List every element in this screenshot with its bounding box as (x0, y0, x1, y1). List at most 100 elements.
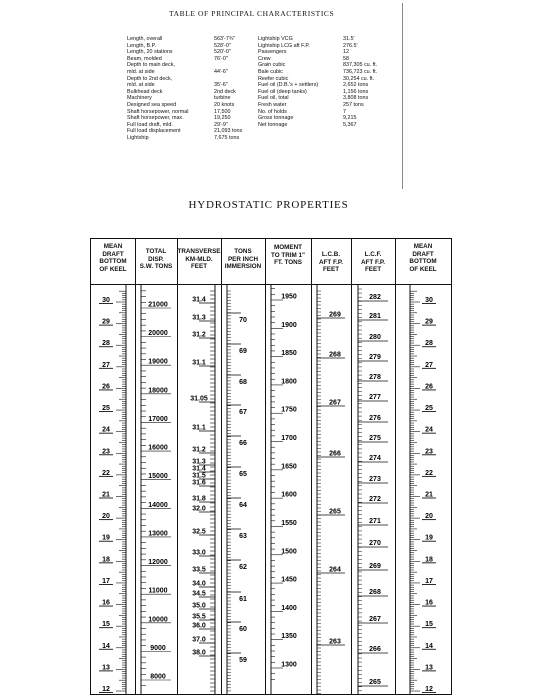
characteristic-label: Shaft horsepower, max. (127, 115, 184, 122)
mt-label: 1600 (281, 492, 297, 499)
characteristic-value (214, 62, 254, 69)
header-line: L.C.B. (321, 251, 341, 258)
draft-label: 20 (102, 513, 110, 520)
characteristic-label: Crew (258, 55, 271, 62)
lcb-label: 269 (329, 312, 341, 319)
lcf-label: 274 (369, 455, 381, 462)
characteristic-label: Length, overall (127, 36, 163, 42)
header-line: FT. TONS (274, 259, 302, 267)
tpi-label: 59 (239, 657, 247, 664)
header-line: AFT F.P. (318, 258, 344, 266)
characteristic-value: 35'-6" (214, 82, 228, 89)
characteristic-value: 9,215 (343, 115, 357, 122)
draft-label: 17 (102, 578, 110, 585)
km-label: 35.0 (192, 603, 206, 610)
header-line: MOMENT (274, 244, 302, 251)
lcf-label: 279 (369, 354, 381, 361)
displacement-label: 9000 (150, 645, 166, 652)
draft-label: 26 (425, 383, 433, 390)
km-label: 35.5 (192, 614, 206, 621)
header-displacement: TOTAL DISP. S.W. TONS (135, 248, 177, 271)
lcf-label: 265 (369, 679, 381, 686)
characteristic-value: 7,675 tons (214, 134, 240, 141)
characteristic-value: 837,305 cu. ft. (343, 62, 378, 69)
km-label: 33.5 (192, 567, 206, 574)
km-label: 36.0 (192, 623, 206, 630)
header-moment-to-trim: MOMENT TO TRIM 1" FT. TONS (265, 244, 311, 267)
lcf-label: 280 (369, 334, 381, 341)
header-line: KM-MLD. (185, 255, 213, 263)
characteristic-value: 2nd deck (214, 88, 236, 95)
draft-label: 29 (102, 319, 110, 326)
header-line: DISP. (148, 255, 164, 263)
lcf-label: 276 (369, 415, 381, 422)
characteristic-value: 30,254 cu. ft. (343, 75, 375, 82)
header-draft-right: MEAN DRAFT BOTTOM OF KEEL (395, 243, 451, 273)
draft-label: 17 (425, 578, 433, 585)
draft-label: 12 (102, 686, 110, 693)
header-lcf: L.C.F. AFT F.P. FEET (351, 251, 395, 274)
characteristic-value: 563'-7¾" (214, 36, 236, 42)
draft-label: 27 (425, 362, 433, 369)
header-line: OF KEEL (99, 265, 127, 273)
draft-label: 29 (425, 319, 433, 326)
km-label: 31.5 (192, 473, 206, 480)
km-label: 31.3 (192, 459, 206, 466)
draft-label: 19 (425, 535, 433, 542)
lcb-label: 267 (329, 400, 341, 407)
header-line: FEET (190, 263, 208, 271)
lcb-label: 268 (329, 352, 341, 359)
lcf-label: 269 (369, 563, 381, 570)
tpi-label: 63 (239, 533, 247, 540)
characteristic-value: 2,652 tons (343, 82, 369, 89)
draft-label: 16 (425, 600, 433, 607)
characteristic-value: 76'-0" (214, 55, 228, 62)
lcf-label: 281 (369, 313, 381, 320)
draft-label: 26 (102, 383, 110, 390)
draft-label: 18 (425, 556, 433, 563)
draft-label: 13 (425, 664, 433, 671)
lcb-label: 266 (329, 451, 341, 458)
draft-label: 23 (102, 448, 110, 455)
lcf-label: 270 (369, 540, 381, 547)
draft-label: 14 (425, 643, 433, 650)
displacement-label: 11000 (148, 588, 167, 595)
principal-characteristics-table: TABLE OF PRINCIPAL CHARACTERISTICS Lengt… (117, 3, 403, 189)
displacement-label: 12000 (148, 559, 168, 566)
hydrostatic-nomogram: MEAN DRAFT BOTTOM OF KEEL TOTAL DISP. S.W. TO… (90, 238, 452, 695)
header-line: S.W. TONS (139, 263, 173, 271)
mt-label: 1900 (281, 322, 297, 329)
km-label: 31.2 (192, 332, 206, 339)
header-line: L.C.F. (364, 251, 382, 258)
header-line: BOTTOM (99, 258, 127, 266)
km-label: 31.4 (192, 297, 206, 304)
draft-label: 21 (102, 492, 110, 499)
draft-label: 19 (102, 535, 110, 542)
draft-label: 12 (425, 686, 433, 693)
km-label: 31.8 (192, 496, 206, 503)
characteristic-value: 736,723 cu. ft. (343, 68, 378, 75)
draft-label: 21 (425, 492, 433, 499)
mt-label: 1850 (281, 350, 297, 357)
lcf-label: 278 (369, 374, 381, 381)
tpi-label: 60 (239, 626, 247, 633)
characteristic-label: Reefer cubic (258, 75, 289, 82)
tpi-label: 64 (239, 502, 247, 509)
characteristic-label: mld. at side (127, 82, 155, 89)
header-line: TO TRIM 1" (270, 251, 305, 259)
tpi-label: 70 (239, 317, 247, 324)
draft-label: 25 (102, 405, 110, 412)
header-line: BOTTOM (409, 258, 437, 266)
characteristic-value: 19,250 (214, 115, 231, 122)
principal-characteristics-title: TABLE OF PRINCIPAL CHARACTERISTICS (169, 9, 335, 18)
km-label: 31.1 (192, 425, 206, 432)
draft-label: 30 (102, 297, 110, 304)
characteristic-value: 21,093 tons (214, 128, 243, 135)
mt-label: 1700 (281, 435, 297, 442)
characteristic-label: Full load draft, mld. (127, 121, 173, 128)
header-divider (91, 284, 451, 286)
km-label: 33.0 (192, 550, 206, 557)
characteristic-label: Lightship VCG (258, 36, 293, 42)
draft-label: 27 (102, 362, 110, 369)
draft-label: 28 (425, 340, 433, 347)
